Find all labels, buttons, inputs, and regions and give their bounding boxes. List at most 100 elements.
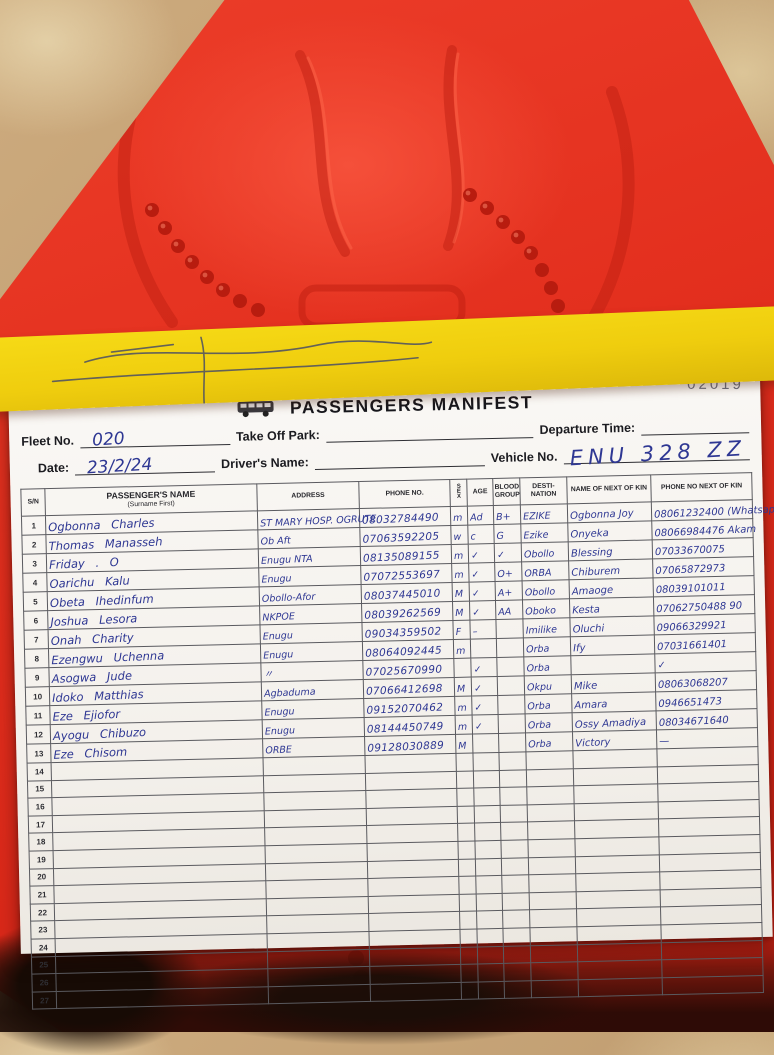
cell-kin [574, 819, 660, 839]
cell-dest: Orba [525, 731, 573, 752]
cell-blood [504, 980, 532, 999]
row-number: 20 [29, 868, 55, 887]
date-label: Date: [37, 460, 70, 476]
handwritten-address: Enugu [262, 630, 293, 643]
row-number: 7 [24, 629, 49, 650]
row-number: 10 [25, 686, 50, 707]
handwritten-sex: M [454, 588, 464, 600]
cell-kin_phone [657, 746, 759, 767]
fleet-no-field: 020 [79, 429, 231, 451]
cell-kin [575, 889, 661, 910]
handwritten-phone: 07063592205 [362, 530, 440, 546]
cell-phone: 09152070462 [363, 696, 455, 718]
handwritten-age: ✓ [472, 607, 481, 619]
cell-age [474, 805, 501, 824]
handwritten-age: ✓ [470, 550, 480, 562]
cell-phone: 08032784490 [359, 506, 451, 528]
cell-dest: Okpu [524, 674, 572, 695]
cell-kin: Ossy Amadiya [571, 710, 657, 732]
row-number: 1 [21, 515, 47, 536]
handwritten-phone: 09152070462 [366, 701, 444, 717]
cell-kin [576, 924, 662, 945]
handwritten-blood: A+ [497, 587, 513, 600]
col-next-of-kin: NAME OF NEXT OF KIN [566, 474, 652, 504]
handwritten-kin_phone: 07031661401 [657, 639, 728, 654]
cell-kin [576, 907, 662, 927]
cell-dest [529, 891, 577, 911]
cell-blood: B+ [493, 504, 522, 525]
cell-sex [453, 658, 472, 678]
cell-age: ✓ [472, 714, 499, 735]
handwritten-phone: 09034359502 [364, 625, 443, 641]
handwritten-phone: 08135089155 [363, 549, 441, 565]
cell-dest: Obollo [522, 579, 570, 600]
handwritten-phone: 08144450749 [366, 720, 445, 736]
row-number: 23 [30, 920, 56, 940]
cell-phone: 08037445010 [361, 582, 453, 604]
cell-kin_phone: 07062750488 90 [653, 594, 755, 616]
handwritten-address: Ob Aft [259, 535, 291, 548]
handwritten-kin_phone: 07065872973 [655, 563, 726, 578]
cell-phone: 07072553697 [360, 563, 452, 585]
row-number: 24 [31, 938, 56, 957]
cell-kin_phone [661, 922, 763, 943]
handwritten-kin: Blessing [570, 546, 613, 560]
handwritten-dest: Orba [526, 662, 551, 675]
handwritten-kin_phone: 0946651473 [658, 696, 723, 710]
cell-phone [366, 823, 458, 844]
row-number: 16 [27, 797, 53, 816]
cell-blood [502, 910, 531, 929]
handwritten-kin_phone: 08034671640 [658, 715, 730, 730]
row-number: 6 [23, 610, 49, 631]
handwritten-sex: w [453, 531, 462, 544]
cell-dest [531, 961, 578, 981]
handwritten-sex: M [456, 683, 466, 695]
cell-sex [457, 805, 475, 824]
handwritten-dest: Obollo [524, 548, 555, 561]
cell-kin_phone [657, 781, 760, 802]
cell-blood [503, 927, 531, 946]
cell-sex: m [450, 506, 468, 526]
date-value: 23/2/24 [86, 454, 154, 479]
handwritten-kin: Ogbonna Joy [569, 508, 634, 522]
cell-age [476, 893, 503, 912]
cell-age [477, 963, 505, 982]
cell-kin [572, 748, 658, 769]
cell-phone [368, 894, 460, 914]
handwritten-kin: Onyeka [569, 528, 609, 541]
cell-age: – [469, 619, 497, 640]
cell-dest: Oboko [522, 598, 570, 619]
cell-phone [367, 841, 459, 862]
cell-dest [526, 750, 573, 770]
handwritten-phone: 08064092445 [365, 644, 443, 660]
take-off-park-label: Take Off Park: [235, 427, 320, 444]
cell-kin_phone [661, 940, 763, 960]
row-number: 26 [31, 973, 57, 992]
cell-phone [370, 964, 462, 985]
cell-sex [458, 858, 476, 877]
cell-kin: Chiburem [568, 558, 654, 580]
cell-dest: Orba [523, 636, 571, 657]
cell-kin_phone: 07033670075 [652, 537, 754, 559]
handwritten-address: Enugu NTA [260, 553, 313, 567]
handwritten-age: ✓ [471, 569, 480, 581]
cell-age [476, 928, 504, 947]
handwritten-name: Eze Ejiofor [52, 706, 121, 724]
col-sex: SEX [449, 479, 468, 507]
handwritten-name: Oarichu Kalu [49, 573, 131, 591]
driver-name-label: Driver's Name: [220, 455, 309, 472]
cell-age: ✓ [468, 562, 496, 583]
cell-dest: Obollo [521, 541, 569, 562]
cell-dest [529, 873, 576, 893]
cell-kin [570, 653, 656, 675]
handwritten-sex: M [454, 607, 464, 619]
cell-blood: A+ [495, 580, 523, 601]
handwritten-kin_phone: 07062750488 90 [656, 600, 743, 616]
handwritten-phone: 08032784490 [362, 511, 440, 527]
handwritten-age: – [472, 626, 478, 638]
cell-age: ✓ [470, 657, 498, 678]
handwritten-kin_phone: 08061232400 (Whatsapp [654, 504, 774, 521]
row-number: 22 [30, 903, 55, 922]
cell-address: Enugu [259, 622, 363, 644]
cell-kin_phone: — [656, 727, 758, 749]
